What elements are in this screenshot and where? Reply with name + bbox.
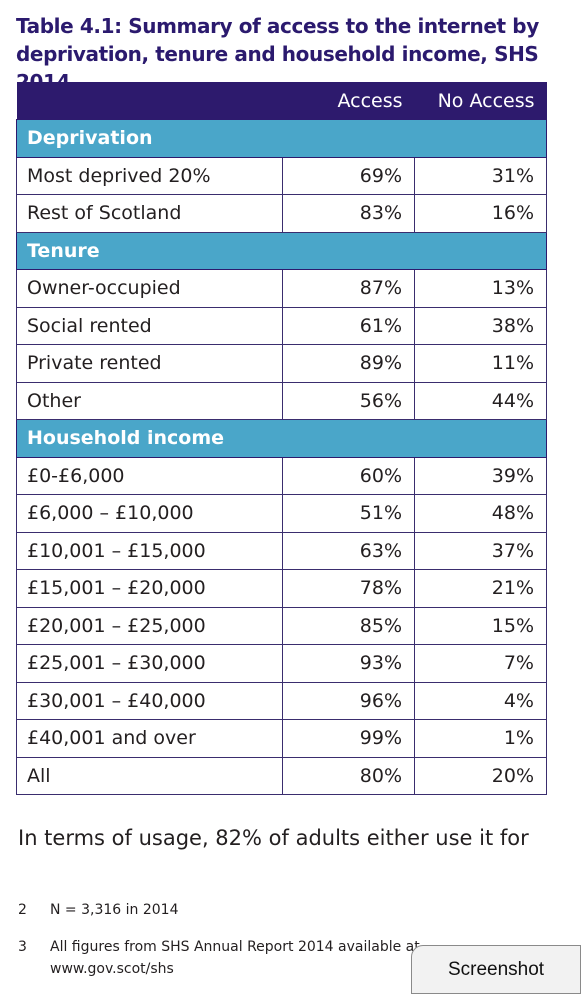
row-label: £40,001 and over <box>16 719 283 758</box>
row-label: £25,001 – £30,000 <box>16 644 283 683</box>
table-row: £0-£6,000 60% 39% <box>16 456 547 495</box>
access-value: 93% <box>282 644 415 683</box>
table-row: £40,001 and over 99% 1% <box>16 719 547 758</box>
table-row: Social rented 61% 38% <box>16 306 547 345</box>
table-row: £10,001 – £15,000 63% 37% <box>16 531 547 570</box>
row-label: Other <box>16 381 283 420</box>
access-value: 80% <box>282 756 415 795</box>
no-access-value: 44% <box>414 381 547 420</box>
internet-access-table: Access No Access Deprivation Most deprive… <box>16 82 547 795</box>
table-title: Table 4.1: Summary of access to the inte… <box>16 14 539 94</box>
table-row: Owner-occupied 87% 13% <box>16 269 547 308</box>
no-access-value: 4% <box>414 681 547 720</box>
row-label: £20,001 – £25,000 <box>16 606 283 645</box>
access-value: 69% <box>282 156 415 195</box>
table-row: £25,001 – £30,000 93% 7% <box>16 644 547 683</box>
screenshot-button[interactable]: Screenshot <box>411 945 581 994</box>
row-label: £6,000 – £10,000 <box>16 494 283 533</box>
no-access-value: 15% <box>414 606 547 645</box>
header-blank <box>17 82 283 120</box>
table-row: £20,001 – £25,000 85% 15% <box>16 606 547 645</box>
footnote-2: 2 N = 3,316 in 2014 <box>18 899 478 921</box>
row-label: £0-£6,000 <box>16 456 283 495</box>
no-access-value: 16% <box>414 194 547 233</box>
row-label: Most deprived 20% <box>16 156 283 195</box>
no-access-value: 11% <box>414 344 547 383</box>
no-access-value: 21% <box>414 569 547 608</box>
table-row: £6,000 – £10,000 51% 48% <box>16 494 547 533</box>
footnote-number: 2 <box>18 902 27 918</box>
footnote-3: 3 All figures from SHS Annual Report 201… <box>18 936 478 980</box>
access-value: 56% <box>282 381 415 420</box>
row-label: £10,001 – £15,000 <box>16 531 283 570</box>
row-label: £15,001 – £20,000 <box>16 569 283 608</box>
footnote-number: 3 <box>18 939 27 955</box>
access-value: 63% <box>282 531 415 570</box>
no-access-value: 20% <box>414 756 547 795</box>
row-label: Social rented <box>16 306 283 345</box>
section-heading: Household income <box>16 419 547 458</box>
table-row: Most deprived 20% 69% 31% <box>16 156 547 195</box>
table-row: Rest of Scotland 83% 16% <box>16 194 547 233</box>
no-access-value: 38% <box>414 306 547 345</box>
access-value: 78% <box>282 569 415 608</box>
row-label: All <box>16 756 283 795</box>
access-value: 83% <box>282 194 415 233</box>
row-label: Rest of Scotland <box>16 194 283 233</box>
section-header-row: Household income <box>16 419 547 458</box>
access-value: 85% <box>282 606 415 645</box>
no-access-value: 1% <box>414 719 547 758</box>
table-row: All 80% 20% <box>16 756 547 795</box>
row-label: £30,001 – £40,000 <box>16 681 283 720</box>
access-value: 60% <box>282 456 415 495</box>
table-row: £15,001 – £20,000 78% 21% <box>16 569 547 608</box>
access-value: 96% <box>282 681 415 720</box>
footnote-text: All figures from SHS Annual Report 2014 … <box>50 939 420 977</box>
row-label: Owner-occupied <box>16 269 283 308</box>
section-header-row: Tenure <box>16 231 547 270</box>
access-value: 87% <box>282 269 415 308</box>
section-heading: Deprivation <box>16 119 547 158</box>
no-access-value: 13% <box>414 269 547 308</box>
access-value: 89% <box>282 344 415 383</box>
table-row: £30,001 – £40,000 96% 4% <box>16 681 547 720</box>
access-value: 99% <box>282 719 415 758</box>
no-access-value: 7% <box>414 644 547 683</box>
row-label: Private rented <box>16 344 283 383</box>
body-paragraph: In terms of usage, 82% of adults either … <box>18 826 529 850</box>
header-no-access: No Access <box>437 89 535 112</box>
header-access: Access <box>337 89 403 112</box>
no-access-value: 48% <box>414 494 547 533</box>
table-row: Other 56% 44% <box>16 381 547 420</box>
table-header-row: Access No Access <box>16 82 547 120</box>
section-heading: Tenure <box>16 231 547 270</box>
section-header-row: Deprivation <box>16 119 547 158</box>
table-row: Private rented 89% 11% <box>16 344 547 383</box>
access-value: 51% <box>282 494 415 533</box>
no-access-value: 39% <box>414 456 547 495</box>
no-access-value: 31% <box>414 156 547 195</box>
footnote-text: N = 3,316 in 2014 <box>50 902 179 918</box>
no-access-value: 37% <box>414 531 547 570</box>
access-value: 61% <box>282 306 415 345</box>
